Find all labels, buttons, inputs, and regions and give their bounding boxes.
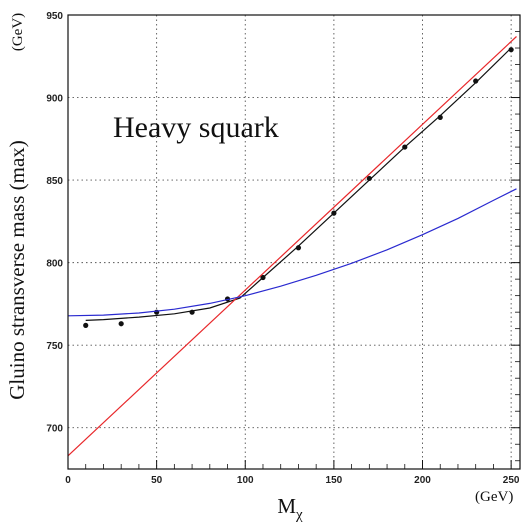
y-tick-label: 750	[46, 341, 63, 352]
y-tick-label: 950	[46, 11, 63, 22]
y-tick-label: 900	[46, 94, 63, 105]
y-tick-label: 800	[46, 259, 63, 270]
ticks: 0 50 100 150 200 250 700 750 800 850 900 950	[46, 11, 520, 486]
y-tick-label: 850	[46, 176, 63, 187]
y-axis-unit: (GeV)	[10, 13, 26, 51]
series-layer	[67, 36, 517, 457]
data-point	[118, 321, 124, 327]
x-tick-label: 0	[65, 475, 71, 486]
x-axis-title-subscript: χ	[295, 507, 303, 523]
data-point	[366, 175, 372, 182]
y-axis-title: Gluino stransverse mass (max)	[5, 140, 29, 400]
series-line-black	[85, 47, 512, 321]
x-tick-label: 200	[414, 475, 431, 486]
x-axis-unit: (GeV)	[475, 489, 513, 505]
x-tick-label: 50	[151, 475, 163, 486]
grid	[68, 15, 520, 469]
x-tick-label: 250	[503, 475, 520, 486]
annotation-heavy-squark: Heavy squark	[113, 111, 279, 144]
y-tick-label: 700	[46, 424, 63, 435]
data-point	[508, 47, 514, 53]
x-axis-title-main: M	[277, 494, 296, 518]
data-point	[473, 78, 479, 84]
x-tick-label: 150	[326, 475, 343, 486]
plot-frame	[67, 14, 521, 470]
series-line-blue	[67, 188, 517, 317]
x-tick-label: 100	[237, 475, 254, 486]
x-axis-title: Mχ	[277, 494, 303, 523]
series-line-red	[67, 36, 517, 457]
data-point	[83, 322, 89, 328]
